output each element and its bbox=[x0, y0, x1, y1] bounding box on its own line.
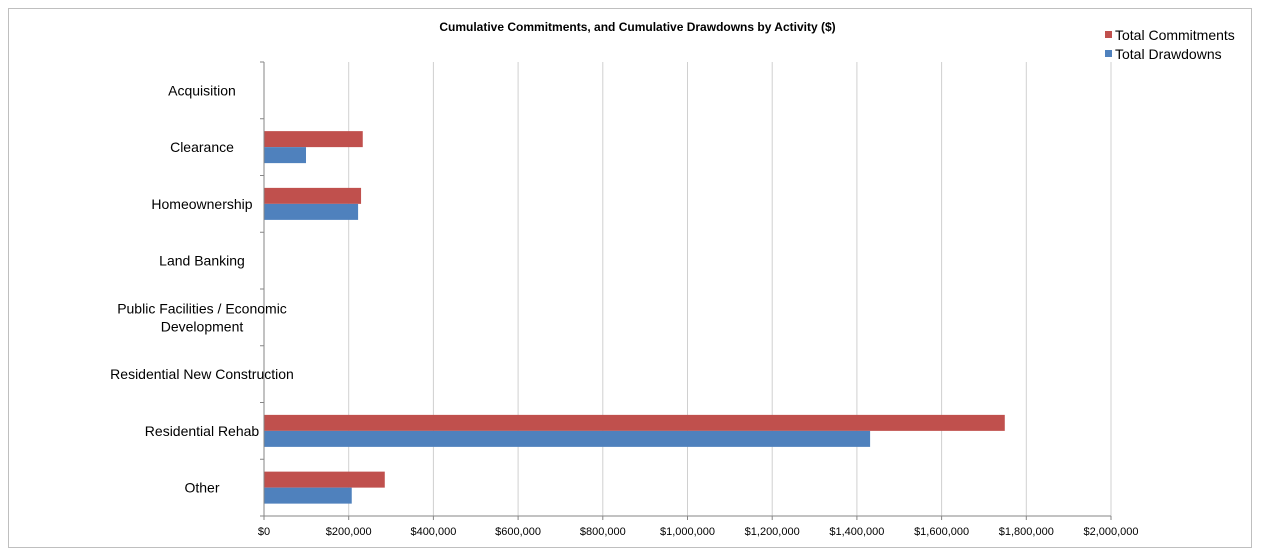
chart-legend: Total Commitments Total Drawdowns bbox=[1105, 25, 1235, 63]
category-label: Other bbox=[184, 480, 219, 496]
x-tick-label: $800,000 bbox=[580, 526, 626, 538]
chart-title: Cumulative Commitments, and Cumulative D… bbox=[439, 20, 836, 34]
legend-item-drawdowns: Total Drawdowns bbox=[1105, 44, 1235, 63]
x-tick-label: $2,000,000 bbox=[1083, 526, 1138, 538]
x-tick-label: $1,000,000 bbox=[660, 526, 715, 538]
x-tick-label: $400,000 bbox=[410, 526, 456, 538]
x-tick-label: $1,400,000 bbox=[829, 526, 884, 538]
category-label: Clearance bbox=[170, 139, 234, 155]
category-label: Residential Rehab bbox=[145, 423, 260, 439]
legend-label-drawdowns: Total Drawdowns bbox=[1115, 45, 1222, 62]
bar-total-commitments bbox=[264, 187, 362, 204]
x-tick-label: $1,800,000 bbox=[999, 526, 1054, 538]
legend-item-commitments: Total Commitments bbox=[1105, 25, 1235, 44]
bar-total-drawdowns bbox=[264, 147, 307, 164]
x-tick-label: $0 bbox=[258, 526, 270, 538]
bar-total-commitments bbox=[264, 414, 1005, 431]
legend-swatch-commitments bbox=[1105, 31, 1112, 38]
category-label: Acquisition bbox=[168, 82, 236, 98]
x-tick-label: $1,200,000 bbox=[745, 526, 800, 538]
x-tick-label: $1,600,000 bbox=[914, 526, 969, 538]
legend-swatch-drawdowns bbox=[1105, 50, 1112, 57]
category-label: Homeownership bbox=[151, 196, 252, 212]
bar-total-commitments bbox=[264, 471, 385, 488]
x-tick-label: $600,000 bbox=[495, 526, 541, 538]
x-tick-label: $200,000 bbox=[326, 526, 372, 538]
category-label: Residential New Construction bbox=[110, 366, 294, 382]
category-label: Development bbox=[161, 318, 244, 334]
chart-frame bbox=[8, 8, 1252, 548]
legend-label-commitments: Total Commitments bbox=[1115, 26, 1235, 43]
bar-total-commitments bbox=[264, 131, 363, 148]
category-label: Public Facilities / Economic bbox=[117, 300, 287, 316]
bar-total-drawdowns bbox=[264, 203, 359, 220]
bar-total-drawdowns bbox=[264, 430, 871, 447]
bar-total-drawdowns bbox=[264, 487, 352, 504]
category-label: Land Banking bbox=[159, 253, 245, 269]
